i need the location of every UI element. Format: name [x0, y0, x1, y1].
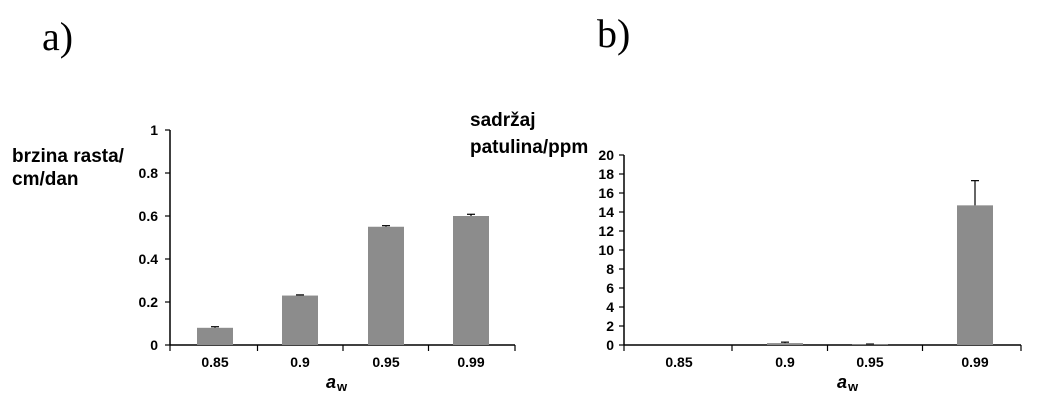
- bar: [767, 343, 803, 345]
- x-tick-label: 0.85: [201, 354, 228, 370]
- y-tick-label: 0.8: [139, 165, 159, 181]
- y-axis-title-line: brzina rasta/: [12, 146, 125, 167]
- x-tick-label: 0.9: [775, 354, 795, 370]
- chart-panel-a: a) brzina rasta/cm/dan 0 0.2 0.4 0.6 0.8 1 0.85 0…: [12, 14, 516, 394]
- y-tick-label: 10: [598, 242, 614, 258]
- x-axis-title: a: [837, 372, 847, 392]
- y-tick-label: 14: [598, 204, 614, 220]
- y-axis-title-line: sadržaj: [470, 110, 535, 131]
- y-tick-label: 20: [598, 147, 614, 163]
- bar: [197, 327, 233, 345]
- y-axis-title-line: cm/dan: [12, 169, 79, 190]
- y-tick-label: 4: [606, 299, 614, 315]
- x-axis-title-subscript: w: [336, 379, 348, 394]
- y-axis-title-line: patulina/ppm: [470, 137, 588, 158]
- bar: [453, 216, 489, 345]
- y-tick-label: 8: [606, 261, 614, 277]
- y-tick-label: 16: [598, 185, 614, 201]
- y-tick-label: 6: [606, 280, 614, 296]
- y-tick-label: 0: [150, 337, 158, 353]
- y-tick-label: 0.4: [139, 251, 159, 267]
- x-axis-title-subscript: w: [847, 379, 859, 394]
- x-tick-label: 0.85: [665, 354, 692, 370]
- y-tick-label: 1: [150, 122, 158, 138]
- x-tick-label: 0.95: [856, 354, 883, 370]
- panel-label: a): [42, 14, 73, 59]
- y-tick-label: 0: [606, 337, 614, 353]
- bar: [282, 295, 318, 345]
- y-tick-label: 2: [606, 318, 614, 334]
- y-tick-label: 18: [598, 166, 614, 182]
- y-tick-label: 0.6: [139, 208, 159, 224]
- x-axis-title: a: [326, 372, 336, 392]
- y-tick-label: 0.2: [139, 294, 159, 310]
- panel-label: b): [597, 11, 630, 56]
- x-tick-label: 0.9: [290, 354, 310, 370]
- x-tick-label: 0.95: [372, 354, 399, 370]
- y-tick-label: 12: [598, 223, 614, 239]
- chart-panel-b: b) sadržaj patulina/ppm 0 2 4 6 8 10 12 14 16 18 20 0.…: [470, 11, 1022, 394]
- x-tick-label: 0.99: [961, 354, 988, 370]
- bar: [368, 226, 404, 345]
- bar: [957, 205, 993, 345]
- x-tick-label: 0.99: [457, 354, 484, 370]
